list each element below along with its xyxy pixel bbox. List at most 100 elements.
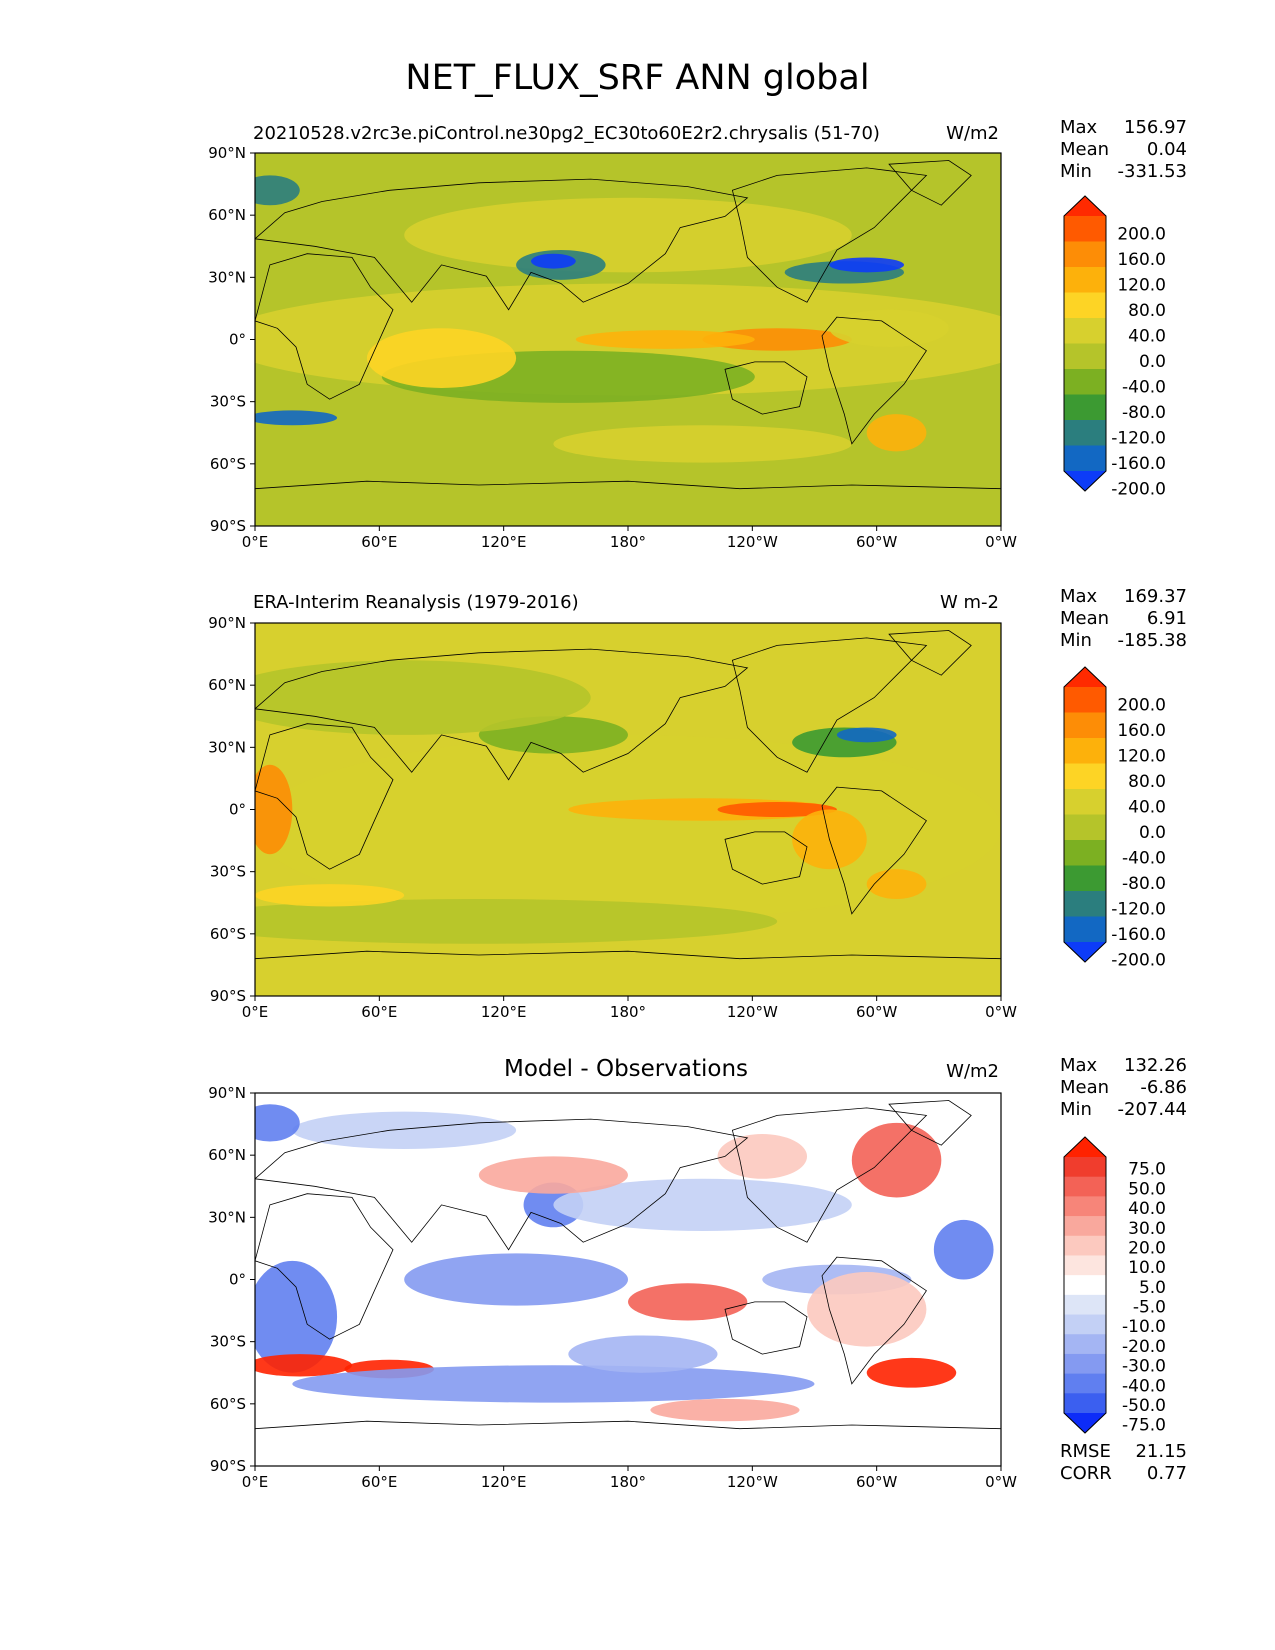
panel-3-title: Model - Observations bbox=[503, 1056, 748, 1082]
y-tick-label: 30°S bbox=[210, 863, 246, 881]
y-tick-label: 90°N bbox=[208, 144, 246, 162]
coastline-eurasia bbox=[255, 1118, 749, 1251]
panel-2-title: ERA-Interim Reanalysis (1979-2016) bbox=[253, 592, 579, 613]
y-tick-label: 60°N bbox=[208, 676, 246, 694]
colorbar-level-label: 200.0 bbox=[1117, 696, 1166, 716]
contour-blob bbox=[255, 884, 405, 907]
colorbar-level-label: 50.0 bbox=[1128, 1179, 1166, 1199]
y-tick-label: 60°N bbox=[208, 206, 246, 224]
panel-3-units: W/m2 bbox=[946, 1061, 999, 1082]
contour-blob bbox=[531, 253, 576, 269]
colorbar-level-label: 30.0 bbox=[1128, 1219, 1166, 1239]
colorbar-segment bbox=[1064, 763, 1106, 790]
contour-blob bbox=[866, 414, 927, 452]
colorbar-segment bbox=[1064, 865, 1106, 892]
x-tick-label: 120°E bbox=[481, 533, 527, 551]
y-tick-label: 30°N bbox=[208, 1208, 246, 1226]
colorbar-segment bbox=[1064, 292, 1106, 319]
contour-blob bbox=[255, 899, 778, 944]
x-tick-label: 0°E bbox=[242, 1003, 269, 1021]
y-tick-label: 60°S bbox=[210, 1395, 246, 1413]
x-tick-label: 60°E bbox=[361, 533, 397, 551]
coastline-australia bbox=[724, 831, 808, 885]
contour-blob bbox=[807, 1272, 927, 1347]
panel-3-corr: CORR 0.77 bbox=[1060, 1463, 1187, 1484]
contour-blob bbox=[404, 1253, 628, 1306]
colorbar-level-label: 200.0 bbox=[1117, 225, 1166, 245]
y-tick-label: 90°S bbox=[210, 517, 246, 535]
panel-1-units: W/m2 bbox=[946, 123, 999, 144]
x-tick-label: 180° bbox=[610, 533, 646, 551]
contour-blob bbox=[717, 1134, 808, 1179]
x-tick-label: 0°W bbox=[985, 1003, 1017, 1021]
colorbar-level-label: -10.0 bbox=[1122, 1317, 1166, 1337]
coastline-africa bbox=[255, 723, 394, 870]
colorbar-extend-min bbox=[1064, 1413, 1106, 1433]
y-tick-label: 30°S bbox=[210, 1333, 246, 1351]
contour-blob bbox=[255, 734, 1001, 922]
colorbar-segment bbox=[1064, 1196, 1106, 1217]
colorbar-level-label: -40.0 bbox=[1122, 849, 1166, 869]
colorbar-level-label: -200.0 bbox=[1111, 951, 1166, 971]
coastline-samerica bbox=[821, 316, 927, 445]
y-tick-label: 90°S bbox=[210, 987, 246, 1005]
colorbar-level-label: -160.0 bbox=[1111, 454, 1166, 474]
panel-1-stat-min: Min -331.53 bbox=[1060, 161, 1187, 182]
colorbar-segment bbox=[1064, 1275, 1106, 1296]
x-tick-label: 60°W bbox=[856, 1473, 898, 1491]
contour-blob bbox=[829, 257, 905, 273]
colorbar-level-label: 80.0 bbox=[1128, 301, 1166, 321]
x-tick-label: 60°W bbox=[856, 1003, 898, 1021]
colorbar-segment bbox=[1064, 916, 1106, 943]
colorbar-extend-min bbox=[1064, 942, 1106, 962]
colorbar-level-label: 0.0 bbox=[1139, 823, 1166, 843]
colorbar-segment bbox=[1064, 738, 1106, 764]
colorbar-level-label: 20.0 bbox=[1128, 1238, 1166, 1258]
contour-blob bbox=[292, 1111, 517, 1149]
y-tick-label: 30°N bbox=[208, 738, 246, 756]
map-panel-1: 0°E 60°E 120°E 180° 120°W 60°W 0°W 90°N 60°N 30°N… bbox=[208, 144, 1166, 551]
x-tick-label: 60°W bbox=[856, 533, 898, 551]
coastline-namerica bbox=[731, 637, 928, 773]
contour-blob bbox=[851, 1122, 942, 1198]
coastline-greenland bbox=[888, 1100, 972, 1146]
contour-blob bbox=[255, 175, 300, 206]
colorbar-segment bbox=[1064, 1314, 1106, 1335]
y-tick-label: 0° bbox=[229, 331, 246, 349]
coastline-greenland bbox=[888, 630, 972, 676]
colorbar-extend-max bbox=[1064, 1137, 1106, 1157]
y-tick-label: 90°N bbox=[208, 1084, 246, 1102]
x-tick-label: 0°E bbox=[242, 533, 269, 551]
y-tick-label: 0° bbox=[229, 1271, 246, 1289]
panel-3-stat-max: Max 132.26 bbox=[1060, 1055, 1187, 1076]
y-tick-label: 30°S bbox=[210, 393, 246, 411]
contour-blob bbox=[702, 328, 852, 351]
colorbar-extend-min bbox=[1064, 471, 1106, 491]
coastline-samerica bbox=[821, 1256, 927, 1385]
contour-blob bbox=[829, 309, 949, 347]
panel-3-stat-mean: Mean -6.86 bbox=[1060, 1077, 1187, 1098]
colorbar-segment bbox=[1064, 420, 1106, 446]
contour-blob bbox=[650, 1398, 800, 1422]
panel-2-stat-mean: Mean 6.91 bbox=[1060, 608, 1187, 629]
contour-blob bbox=[255, 410, 338, 426]
colorbar-3: 75.050.040.030.020.010.05.0-5.0-10.0-20.… bbox=[1063, 1136, 1166, 1436]
colorbar-segment bbox=[1064, 1216, 1106, 1237]
y-tick-label: 60°S bbox=[210, 925, 246, 943]
colorbar-level-label: 40.0 bbox=[1128, 1199, 1166, 1219]
coastline-namerica bbox=[731, 1107, 928, 1243]
contour-blob bbox=[575, 330, 755, 349]
coastline-antarctica bbox=[255, 480, 1001, 526]
x-tick-label: 0°W bbox=[985, 1473, 1017, 1491]
x-tick-label: 60°E bbox=[361, 1003, 397, 1021]
colorbar-segment bbox=[1064, 1176, 1106, 1197]
colorbar-segment bbox=[1064, 343, 1106, 370]
contour-blob bbox=[255, 1260, 338, 1373]
colorbar-segment bbox=[1064, 1235, 1106, 1256]
panel-3-metrics: RMSE 21.15 CORR 0.77 bbox=[1060, 1441, 1187, 1485]
contour-blob bbox=[553, 1178, 852, 1232]
coastline-greenland bbox=[888, 160, 972, 206]
colorbar-segment bbox=[1064, 840, 1106, 866]
colorbar-2: 200.0 160.0 120.0 80.0 40.0 0.0 -40.0 -80.0 -120… bbox=[1063, 666, 1166, 971]
colorbar-segment bbox=[1064, 789, 1106, 815]
